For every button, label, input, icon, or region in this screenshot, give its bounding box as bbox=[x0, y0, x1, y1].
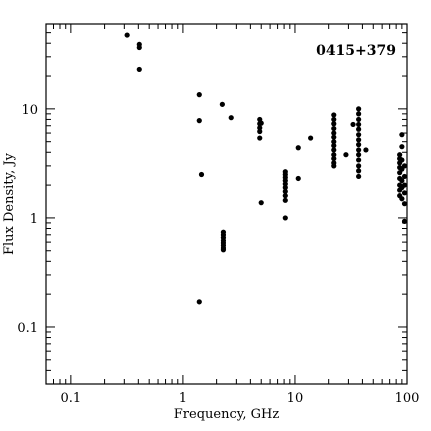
data-point bbox=[399, 177, 405, 184]
x-tick-label: 100 bbox=[395, 391, 420, 406]
data-point bbox=[356, 142, 362, 148]
data-point bbox=[356, 168, 362, 174]
data-point bbox=[356, 173, 362, 180]
data-point bbox=[331, 155, 337, 162]
data-point bbox=[399, 157, 405, 163]
data-point bbox=[331, 163, 337, 169]
data-point bbox=[356, 157, 362, 163]
y-tick-label: 10 bbox=[21, 103, 38, 118]
data-point bbox=[257, 128, 263, 135]
plot-frame bbox=[45, 23, 408, 385]
data-point bbox=[331, 121, 337, 127]
data-point bbox=[295, 175, 301, 182]
data-point bbox=[399, 144, 405, 150]
data-point bbox=[257, 125, 263, 131]
data-point bbox=[401, 163, 408, 169]
data-point bbox=[308, 135, 314, 141]
data-point bbox=[356, 147, 362, 153]
data-point bbox=[331, 130, 337, 136]
data-point bbox=[282, 188, 288, 195]
x-tick-labels: 0.1 1 10 100 bbox=[61, 391, 420, 406]
data-point bbox=[401, 218, 408, 224]
data-point bbox=[331, 116, 337, 123]
data-point bbox=[295, 145, 301, 151]
data-point bbox=[196, 92, 202, 98]
y-axis-label: Flux Density, Jy bbox=[2, 152, 17, 255]
data-point bbox=[257, 135, 263, 141]
data-point bbox=[219, 101, 225, 107]
y-tick-label: 1 bbox=[30, 212, 38, 227]
data-point bbox=[331, 147, 337, 153]
data-point bbox=[136, 44, 142, 51]
data-point bbox=[401, 201, 408, 207]
data-point bbox=[196, 118, 202, 124]
data-point bbox=[331, 152, 337, 158]
data-point bbox=[356, 152, 362, 158]
data-point bbox=[356, 111, 362, 117]
data-point bbox=[356, 137, 362, 143]
data-point bbox=[331, 125, 337, 132]
data-point bbox=[282, 215, 288, 221]
data-point bbox=[136, 66, 142, 73]
data-point bbox=[220, 247, 227, 253]
data-point bbox=[356, 126, 362, 132]
chart-title: 0415+379 bbox=[316, 43, 396, 59]
x-axis-label: Frequency, GHz bbox=[174, 407, 280, 422]
data-point bbox=[356, 106, 362, 112]
data-point bbox=[282, 193, 288, 199]
data-point bbox=[343, 152, 349, 158]
data-point bbox=[399, 132, 405, 138]
data-point bbox=[331, 134, 337, 140]
data-point bbox=[401, 182, 408, 188]
data-point bbox=[228, 115, 234, 121]
data-point bbox=[399, 196, 405, 202]
data-point bbox=[363, 147, 369, 153]
data-point bbox=[282, 197, 288, 203]
x-tick-label: 0.1 bbox=[61, 391, 82, 406]
data-point bbox=[282, 184, 288, 191]
data-point bbox=[331, 143, 337, 149]
x-tick-label: 10 bbox=[287, 391, 304, 406]
data-point bbox=[356, 132, 362, 138]
data-point bbox=[401, 173, 408, 180]
data-point bbox=[258, 200, 264, 206]
data-point bbox=[124, 32, 130, 38]
x-tick-label: 1 bbox=[179, 391, 187, 406]
data-point bbox=[356, 163, 362, 169]
data-point bbox=[198, 171, 205, 178]
data-point bbox=[356, 121, 362, 128]
y-tick-label: 0.1 bbox=[17, 321, 38, 336]
y-tick-labels: 0.1 1 10 bbox=[17, 103, 38, 336]
major-ticks bbox=[46, 24, 408, 384]
data-point bbox=[282, 181, 288, 187]
data-point bbox=[401, 190, 408, 196]
data-points bbox=[124, 32, 408, 305]
data-point bbox=[397, 152, 403, 158]
data-point bbox=[258, 120, 264, 126]
data-point bbox=[196, 299, 202, 305]
data-point bbox=[350, 121, 356, 128]
data-point bbox=[356, 116, 362, 123]
minor-ticks bbox=[45, 23, 407, 385]
data-point bbox=[331, 139, 337, 145]
data-point bbox=[331, 112, 337, 118]
